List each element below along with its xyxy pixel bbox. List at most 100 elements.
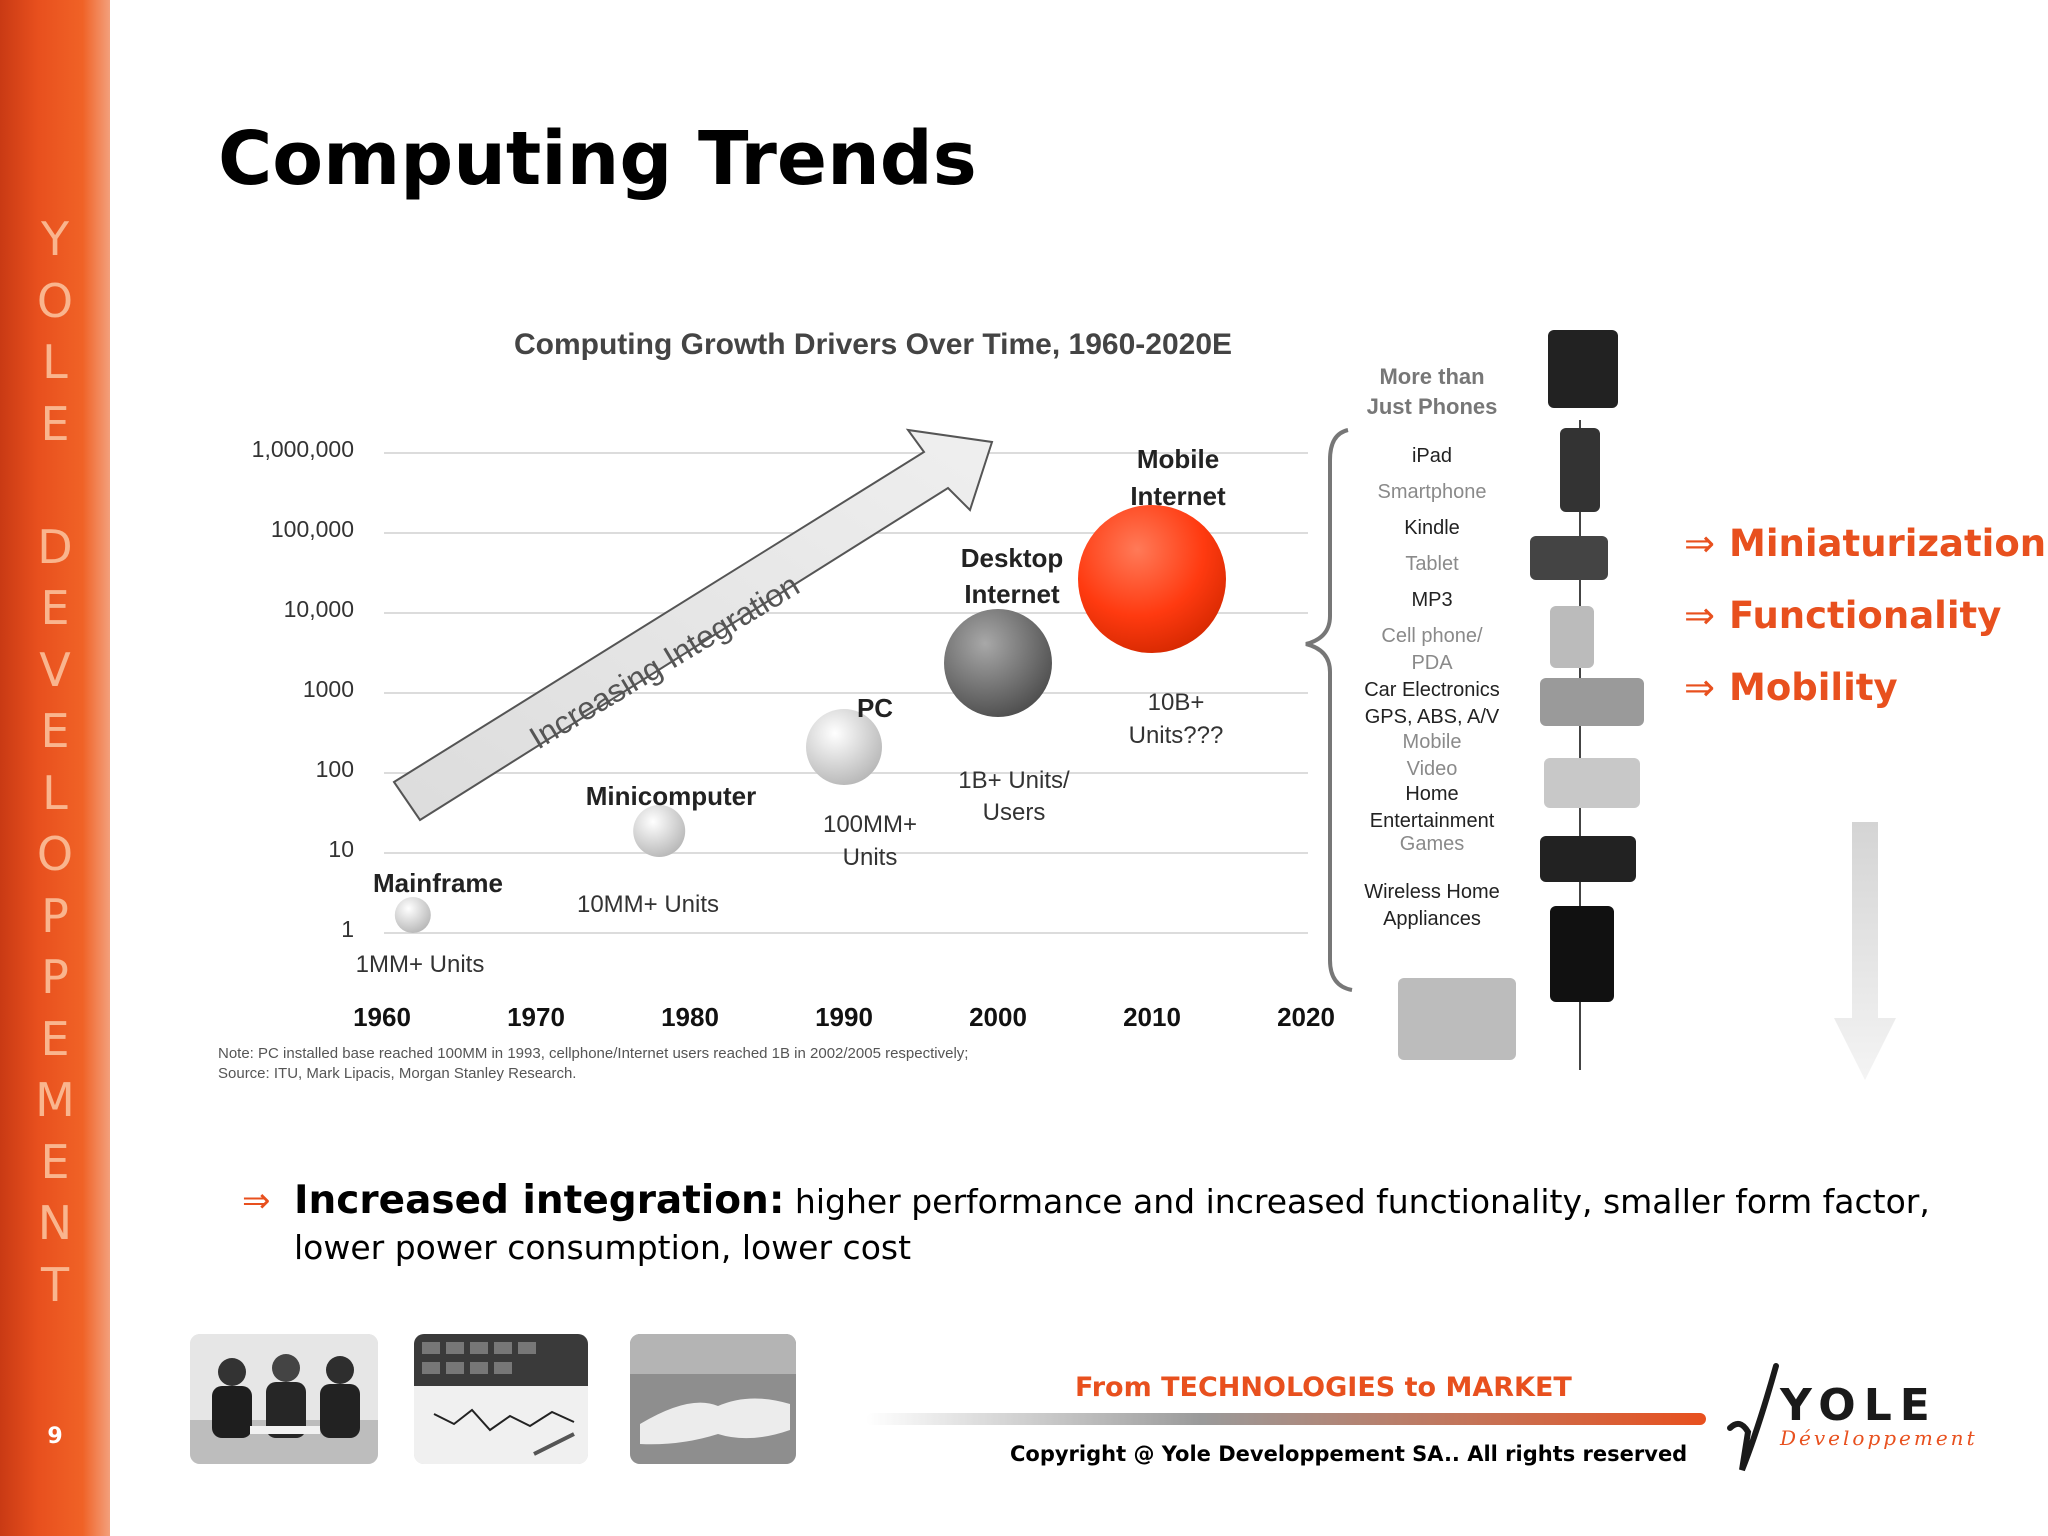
business-meeting-photo [190, 1334, 378, 1464]
footer-copyright: Copyright @ Yole Developpement SA.. All … [1010, 1442, 1688, 1466]
device-label: Appliances [1383, 908, 1481, 930]
series-name: Mobile [1137, 444, 1219, 474]
x-tick-label: 2010 [1123, 1002, 1181, 1032]
sidebar-letter: V [39, 642, 71, 697]
device-label: Smartphone [1378, 481, 1487, 503]
device-thumbnail-2 [1530, 536, 1608, 580]
series-name: PC [857, 693, 893, 723]
chart-title: Computing Growth Drivers Over Time, 1960… [514, 328, 1232, 361]
series-name: Internet [964, 579, 1060, 609]
bubble-0 [394, 897, 431, 933]
implies-arrow-icon: ⇒ [1684, 666, 1716, 709]
x-tick-label: 1960 [353, 1002, 411, 1032]
device-label: Home [1405, 783, 1458, 805]
calculator-illustration [414, 1334, 588, 1464]
device-thumbnail-1 [1560, 428, 1600, 512]
sidebar-letter: E [40, 1011, 70, 1066]
devices-header: More than [1379, 364, 1484, 389]
sidebar-letter: O [36, 273, 74, 328]
bubble-2 [806, 709, 882, 785]
x-tick-label: 1970 [507, 1002, 565, 1032]
series-units: 100MM+ [823, 811, 917, 838]
y-tick-label: 1,000,000 [252, 436, 354, 462]
slide-title: Computing Trends [218, 116, 977, 202]
device-label: GPS, ABS, A/V [1365, 706, 1500, 728]
series-units: Users [983, 799, 1046, 826]
bubble-3 [944, 609, 1052, 717]
integration-arrow [392, 428, 994, 822]
device-thumbnail-0 [1548, 330, 1618, 408]
handshake-illustration [630, 1334, 796, 1464]
x-tick-label: 1990 [815, 1002, 873, 1032]
implies-arrow-icon: ⇒ [242, 1181, 271, 1221]
implies-arrow-icon: ⇒ [1684, 522, 1716, 565]
series-units: 10B+ [1148, 689, 1205, 716]
device-label: Mobile [1403, 731, 1462, 753]
device-label: PDA [1411, 652, 1453, 674]
sidebar-letter: D [37, 519, 73, 574]
logo-wordmark: YOLE [1780, 1380, 1938, 1431]
logo-subtitle: Développement [1780, 1426, 1978, 1450]
device-thumbnail-8 [1398, 978, 1516, 1060]
trend-label: Miniaturization [1729, 522, 2047, 565]
footer-divider [866, 1413, 1706, 1425]
x-tick-label: 1980 [661, 1002, 719, 1032]
series-units: 10MM+ Units [577, 891, 719, 918]
sidebar-letter: L [42, 765, 68, 820]
bubble-1 [633, 805, 686, 857]
device-label: Car Electronics [1364, 679, 1500, 701]
device-label: iPad [1412, 445, 1452, 467]
brace [1305, 428, 1353, 992]
device-thumbnail-6 [1540, 836, 1636, 882]
device-thumbnail-5 [1544, 758, 1640, 808]
series-units: 1MM+ Units [356, 951, 485, 978]
y-tick-label: 10 [328, 836, 354, 862]
x-tick-label: 2020 [1277, 1002, 1335, 1032]
y-tick-label: 10,000 [284, 596, 354, 622]
device-label: Kindle [1404, 517, 1460, 539]
sidebar-letter: E [40, 1134, 70, 1189]
y-tick-label: 100 [316, 756, 354, 782]
page-number: 9 [47, 1424, 63, 1449]
implies-arrow-icon: ⇒ [1684, 594, 1716, 637]
footer-tagline: From TECHNOLOGIES to MARKET [1075, 1372, 1572, 1403]
sidebar-letter: E [40, 704, 70, 758]
sidebar-letter: O [36, 827, 74, 881]
series-name: Minicomputer [586, 781, 756, 811]
growth-chart-svg: Computing Growth Drivers Over Time, 1960… [218, 328, 1678, 1100]
series-name: Internet [1130, 481, 1226, 511]
sidebar-letter: M [35, 1073, 75, 1127]
bullet-text: Increased integration: higher performanc… [242, 1178, 1962, 1271]
sidebar-letter: P [41, 950, 69, 1004]
y-tick-label: 1 [341, 916, 354, 942]
devices-header: Just Phones [1367, 394, 1498, 419]
y-tick-label: 100,000 [271, 516, 354, 542]
device-label: MP3 [1411, 589, 1452, 611]
device-thumbnail-3 [1550, 606, 1594, 668]
trend-label: Mobility [1729, 666, 1898, 709]
trend-label: Functionality [1729, 594, 2002, 637]
trend-item: ⇒ Mobility [1684, 666, 1898, 709]
sidebar-letter: E [40, 396, 70, 451]
y-tick-label: 1000 [303, 676, 354, 702]
trend-item: ⇒ Functionality [1684, 594, 2001, 637]
bullet-lead: Increased integration: [294, 1178, 785, 1223]
bubble-4 [1078, 505, 1226, 653]
integration-arrow-label: Increasing Integration [523, 567, 805, 756]
device-label: Wireless Home [1364, 881, 1500, 903]
trend-item: ⇒ Miniaturization [1684, 522, 2046, 565]
bullet-detail: higher performance and increased functio… [294, 1182, 1930, 1267]
sidebar-letter: Y [40, 212, 70, 266]
device-thumbnail-4 [1540, 678, 1644, 726]
meeting-illustration [190, 1334, 378, 1464]
device-thumbnail-7 [1550, 906, 1614, 1002]
device-label: Entertainment [1370, 810, 1495, 832]
series-name: Mainframe [373, 868, 503, 898]
device-label: Games [1400, 833, 1464, 855]
summary-bullet: ⇒ Increased integration: higher performa… [242, 1178, 1962, 1271]
chart-note: Note: PC installed base reached 100MM in… [218, 1045, 968, 1062]
handshake-photo [630, 1334, 796, 1464]
series-units: 1B+ Units/ [958, 767, 1070, 794]
sidebar-letter: N [37, 1196, 73, 1250]
